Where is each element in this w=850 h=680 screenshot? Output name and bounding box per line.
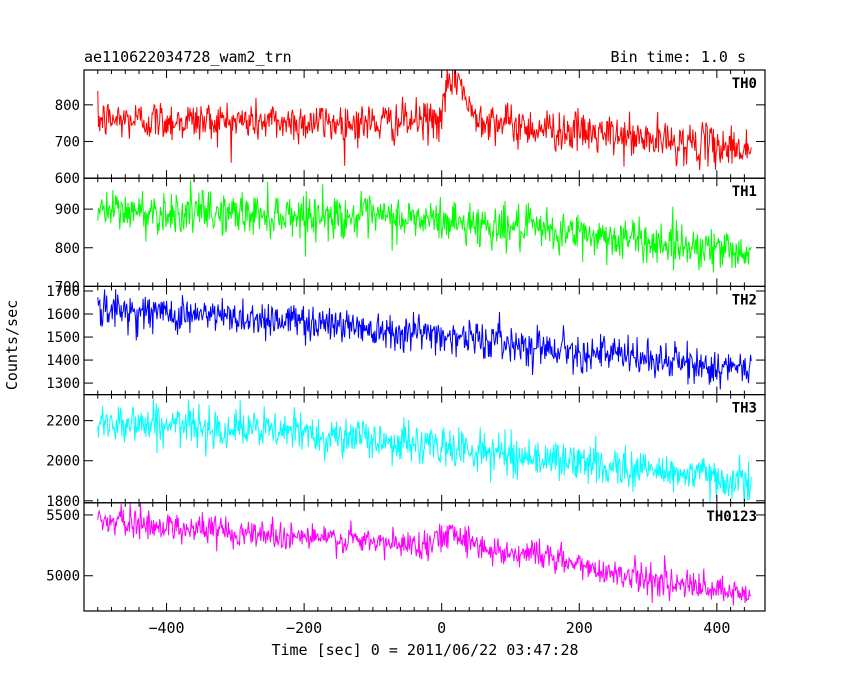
panel-label: TH2 [732,292,757,308]
panel-th0123: 5000 5500 TH0123 [46,502,766,612]
y-tick-label: 1700 [46,284,80,300]
panel-th2: 1300 1400 1500 1600 1700 TH2 [46,284,766,396]
y-tick-label: 600 [55,171,80,187]
y-tick-label: 800 [55,98,80,114]
y-tick-label: 700 [55,135,80,151]
panel-frame [83,177,766,287]
y-tick-label: 2000 [46,454,80,470]
y-tick-label: 1600 [46,307,80,323]
y-axis-label: Counts/sec [3,300,21,390]
y-tick-label: 1500 [46,330,80,346]
series-line-th3 [97,398,752,503]
panel-frame [83,285,766,396]
x-tick-label: −400 [148,619,184,637]
panel-label: TH3 [732,401,757,417]
x-tick-label: −200 [286,619,322,637]
y-tick-label: 700 [55,279,80,295]
y-tick-label: 1400 [46,353,80,369]
panel-th0: 600 700 800 TH0 [55,69,766,187]
y-tick-label: 5000 [46,569,80,585]
x-tick-label: 400 [703,619,730,637]
x-tick-label: 200 [566,619,593,637]
panel-frame [83,69,766,179]
panel-label: TH0 [732,76,757,92]
y-tick-label: 800 [55,241,80,257]
y-tick-label: 1800 [46,494,80,510]
series-line-th1 [97,180,752,273]
panel-th3: 1800 2000 2200 TH3 [46,394,766,510]
panel-label: TH0123 [706,509,757,525]
y-tick-label: 1300 [46,376,80,392]
chart-title: ae110622034728_wam2_trn [84,48,292,66]
panel-th1: 700 800 900 TH1 [55,177,766,295]
y-tick-label: 2200 [46,414,80,430]
panel-frame [83,502,766,612]
x-axis-label: Time [sec] 0 = 2011/06/22 03:47:28 [271,641,578,659]
series-line-th2 [97,289,752,390]
series-line-th0 [97,70,752,171]
y-tick-label: 5500 [46,508,80,524]
series-line-th0123 [97,503,752,606]
bin-time-label: Bin time: 1.0 s [611,48,746,66]
x-tick-label: 0 [437,619,446,637]
panel-label: TH1 [732,184,757,200]
y-tick-label: 900 [55,202,80,218]
panels-group: 600 700 800 TH0 700 800 900 TH1 1300 1400 1500 1600… [46,69,766,637]
